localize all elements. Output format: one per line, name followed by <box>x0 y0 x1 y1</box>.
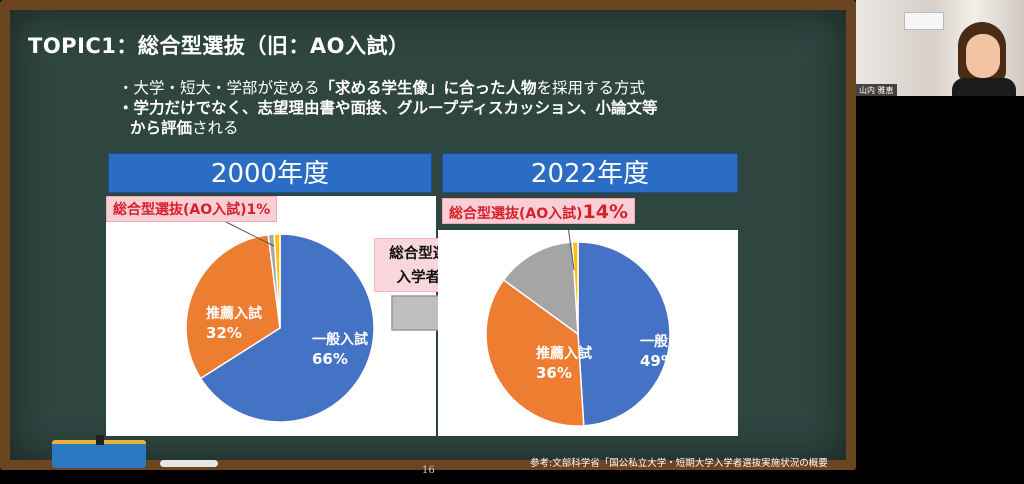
bullet-emphasis: ・学力だけでなく、志望理由書や面接、グループディスカッション、小論文等 <box>118 99 658 117</box>
pie-chart-2022: 一般入試 49% 推薦入試 36% <box>485 230 696 427</box>
pie-slice <box>485 278 585 427</box>
page-number: 16 <box>422 465 435 476</box>
pie-slice <box>577 241 671 427</box>
slice-value-label: 36% <box>536 364 572 382</box>
slice-name-label: 推薦入試 <box>536 345 592 362</box>
chalkboard-frame: TOPIC1：総合型選抜（旧：AO入試） ・大学・短大・学部が定める「求める学生… <box>0 0 856 470</box>
participant-name: 山内 雅恵 <box>856 84 897 97</box>
ao-label-text: 総合型選抜(AO入試) <box>113 202 247 218</box>
bullet-emphasis: から評価 <box>130 119 193 137</box>
pie-slice <box>502 241 579 336</box>
year-header-2000: 2000年度 <box>108 153 432 193</box>
bullet-item: ・大学・短大・学部が定める「求める学生像」に合った人物を採用する方式 <box>118 78 658 98</box>
year-header-2022: 2022年度 <box>442 153 738 193</box>
slice-value-label: 32% <box>206 324 242 342</box>
chalkboard: TOPIC1：総合型選抜（旧：AO入試） ・大学・短大・学部が定める「求める学生… <box>10 10 846 469</box>
eraser-icon <box>96 435 104 445</box>
slice-name-label: 一般入試 <box>312 331 368 348</box>
ao-pointer-line <box>225 221 275 247</box>
bullet-text: を採用する方式 <box>536 79 646 97</box>
bullet-text: ・大学・短大・学部が定める <box>118 79 320 97</box>
ao-label-text: 総合型選抜(AO入試) <box>449 206 583 222</box>
ao-label-value: 1% <box>246 202 271 218</box>
ao-label-2000: 総合型選抜(AO入試)1% <box>106 196 278 222</box>
slide-title: TOPIC1：総合型選抜（旧：AO入試） <box>28 34 410 58</box>
pie-panel-2000: 一般入試 66% 推薦入試 32% <box>106 196 436 436</box>
pie-slice <box>185 233 281 380</box>
ao-label-2022: 総合型選抜(AO入試)14% <box>442 198 636 224</box>
bullet-text: される <box>192 119 239 137</box>
pie-slice <box>199 233 375 423</box>
pie-slice <box>273 233 281 329</box>
ao-label-value: 14% <box>582 201 629 223</box>
shelf-icon <box>904 12 944 30</box>
slice-name-label: 推薦入試 <box>206 305 262 322</box>
bullet-item: から評価される <box>118 118 658 138</box>
slice-value-label: 49% <box>640 352 676 370</box>
ao-pointer-line <box>568 230 575 271</box>
person-body <box>952 78 1016 96</box>
pie-panel-2022: 一般入試 49% 推薦入試 36% <box>438 230 738 436</box>
pie-chart-2000: 一般入試 66% 推薦入試 32% <box>185 221 375 423</box>
participant-video[interactable] <box>856 0 1024 96</box>
bullet-emphasis: 「求める学生像」に合った人物 <box>319 79 537 97</box>
source-footnote: 参考:文部科学省「国公私立大学・短期大学入学者選抜実施状況の概要 <box>530 458 828 469</box>
slice-value-label: 66% <box>312 350 348 368</box>
bullet-item: ・学力だけでなく、志望理由書や面接、グループディスカッション、小論文等 <box>118 98 658 118</box>
chalk-icon <box>160 460 218 467</box>
bullet-list: ・大学・短大・学部が定める「求める学生像」に合った人物を採用する方式 ・学力だけ… <box>118 78 658 138</box>
slice-name-label: 一般入試 <box>640 333 696 350</box>
person-face <box>966 34 1000 78</box>
